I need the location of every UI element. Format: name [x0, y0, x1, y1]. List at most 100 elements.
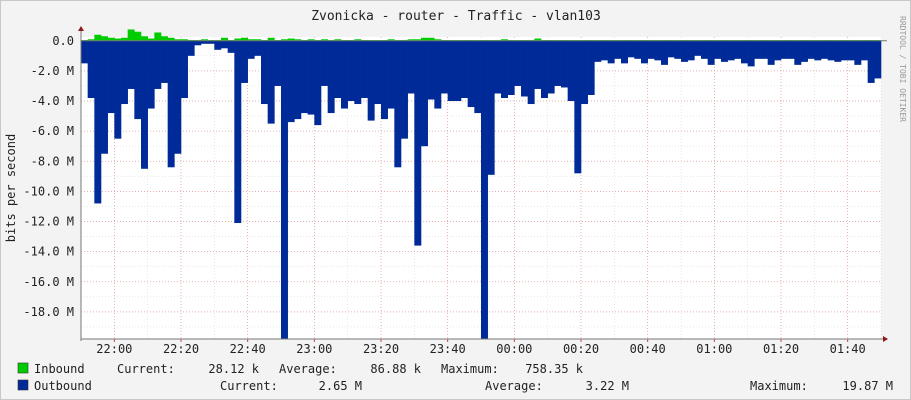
x-tick-labels: 22:00 22:20 22:40 23:00 23:20 23:40 00:00 00:20… — [96, 342, 865, 356]
x-tick-label: 23:20 — [363, 342, 399, 356]
outbound-swatch — [17, 379, 29, 391]
outbound-point — [214, 40, 222, 50]
inbound-point — [87, 39, 95, 41]
inbound-point — [154, 32, 162, 41]
outbound-point — [261, 40, 268, 105]
outbound-point — [461, 40, 468, 99]
outbound-point — [721, 40, 728, 62]
outbound-point — [247, 40, 255, 59]
x-tick-label: 23:00 — [296, 342, 332, 356]
outbound-point — [181, 40, 188, 99]
outbound-point — [387, 40, 395, 109]
outbound-point — [654, 40, 662, 61]
outbound-point — [141, 40, 148, 169]
outbound-point — [227, 40, 235, 53]
inbound-point — [107, 37, 115, 41]
outbound-point — [167, 40, 175, 168]
watermark: RRDTOOL / TOBI OETIKER — [898, 16, 907, 122]
y-axis-arrow — [78, 26, 84, 31]
inbound-point — [94, 34, 102, 41]
x-tick-label: 22:40 — [230, 342, 266, 356]
outbound-point — [741, 40, 748, 64]
outbound-point — [514, 40, 522, 86]
outbound-point — [794, 40, 802, 65]
outbound-point — [874, 40, 882, 79]
outbound-point — [321, 40, 328, 86]
outbound-point — [254, 40, 262, 56]
outbound-point — [301, 40, 308, 114]
inbound-point — [427, 37, 435, 41]
outbound-point — [614, 40, 622, 59]
outbound-point — [687, 40, 695, 61]
x-tick-label: 01:20 — [763, 342, 799, 356]
outbound-point — [367, 40, 375, 121]
inbound-point — [434, 39, 442, 41]
outbound-point — [854, 40, 862, 65]
outbound-point — [421, 40, 428, 147]
outbound-point — [221, 40, 228, 49]
inbound-point — [147, 38, 155, 41]
outbound-point — [441, 40, 448, 94]
legend-outbound-maximum-label: Maximum: — [750, 379, 808, 393]
outbound-point — [87, 40, 95, 99]
outbound-point — [107, 40, 115, 114]
outbound-point — [701, 40, 708, 59]
inbound-point — [121, 37, 128, 41]
inbound-point — [161, 36, 168, 41]
outbound-point — [734, 40, 742, 59]
x-axis-arrow — [883, 336, 888, 342]
outbound-point — [161, 40, 168, 83]
inbound-point — [387, 39, 395, 41]
outbound-point — [81, 40, 88, 64]
outbound-point — [767, 40, 775, 65]
outbound-point — [327, 40, 335, 114]
inbound-point — [414, 39, 422, 41]
outbound-point — [781, 40, 788, 59]
y-tick-label: -8.0 M — [31, 154, 74, 168]
outbound-point — [547, 40, 555, 94]
outbound-point — [774, 40, 782, 61]
outbound-point — [647, 40, 655, 59]
inbound-point — [407, 39, 415, 41]
outbound-point — [454, 40, 462, 102]
outbound-point — [667, 40, 675, 58]
outbound-point — [807, 40, 815, 59]
legend: Inbound Current: 28.12 k Average: 86.88 … — [17, 362, 893, 393]
y-tick-labels: 0.0 -2.0 M -4.0 M -6.0 M -8.0 M -10.0 M -12.0 … — [23, 34, 74, 319]
outbound-point — [287, 40, 295, 123]
outbound-point — [501, 40, 508, 99]
legend-inbound-maximum: 758.35 k — [525, 362, 584, 376]
outbound-point — [474, 40, 482, 114]
outbound-point — [867, 40, 875, 83]
outbound-point — [414, 40, 422, 246]
legend-inbound-label: Inbound — [34, 362, 85, 376]
outbound-point — [494, 40, 502, 94]
outbound-point — [487, 40, 495, 175]
legend-inbound-current-label: Current: — [117, 362, 175, 376]
y-tick-label: -2.0 M — [31, 64, 74, 78]
outbound-point — [834, 40, 842, 62]
inbound-point — [127, 29, 135, 41]
outbound-point — [674, 40, 682, 59]
inbound-point — [254, 39, 262, 41]
outbound-point — [607, 40, 615, 64]
outbound-point — [527, 40, 535, 105]
y-tick-label: -12.0 M — [23, 215, 74, 229]
inbound-point — [334, 39, 342, 41]
outbound-point — [847, 40, 855, 61]
y-tick-label: -14.0 M — [23, 245, 74, 259]
outbound-point — [114, 40, 122, 139]
outbound-point — [827, 40, 835, 61]
inbound-point — [501, 39, 508, 41]
outbound-point — [267, 40, 275, 124]
outbound-point — [207, 40, 215, 44]
y-tick-label: -4.0 M — [31, 94, 74, 108]
x-tick-label: 22:00 — [96, 342, 132, 356]
x-tick-label: 01:40 — [830, 342, 866, 356]
outbound-point — [274, 40, 282, 86]
outbound-point — [634, 40, 642, 59]
inbound-point — [221, 37, 228, 41]
inbound-point — [167, 37, 175, 41]
outbound-point — [581, 40, 588, 105]
inbound-point — [241, 37, 248, 41]
